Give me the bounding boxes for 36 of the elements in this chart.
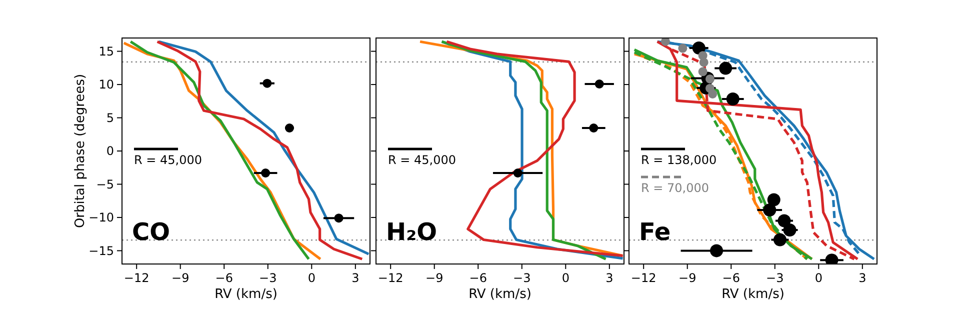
x-tick-label: −9 [172,271,190,285]
legend-label: R = 138,000 [641,153,717,167]
x-tick-label: −3 [259,271,277,285]
x-tick-label: −6 [722,271,740,285]
annotation: Fe [639,218,671,246]
y-tick-label: 5 [106,110,114,125]
legend-label: R = 45,000 [388,153,456,167]
y-tick-label: 10 [98,78,114,92]
x-tick-label: 3 [352,271,360,285]
y-tick-label: −10 [88,210,114,225]
x-tick-label: −6 [215,271,233,285]
legend-label: R = 45,000 [134,153,202,167]
x-tick-label: −9 [426,271,444,285]
x-tick-label: −12 [124,271,150,285]
annotation: H₂O [386,218,437,246]
x-tick-label: 0 [562,271,570,285]
x-axis-title: RV (km/s) [214,287,278,302]
x-tick-label: −9 [678,271,696,285]
x-tick-label: −12 [378,271,404,285]
y-tick-label: 0 [106,144,114,158]
x-axis-title: RV (km/s) [468,287,532,302]
annotation: CO [132,218,170,246]
legend-label: R = 70,000 [641,181,710,195]
x-tick-label: 3 [858,271,866,285]
y-tick-label: 15 [98,44,114,58]
x-axis-title: RV (km/s) [722,287,784,302]
y-tick-label: −5 [96,177,114,192]
x-tick-label: −3 [766,271,784,285]
y-axis-title: Orbital phase (degrees) [73,74,88,228]
x-tick-label: 0 [308,271,316,285]
y-tick-label: −15 [88,244,114,258]
x-tick-label: 3 [606,271,614,285]
x-tick-label: −3 [513,271,531,285]
x-tick-label: −12 [630,271,656,285]
x-tick-label: 0 [814,271,822,285]
x-tick-label: −6 [469,271,487,285]
